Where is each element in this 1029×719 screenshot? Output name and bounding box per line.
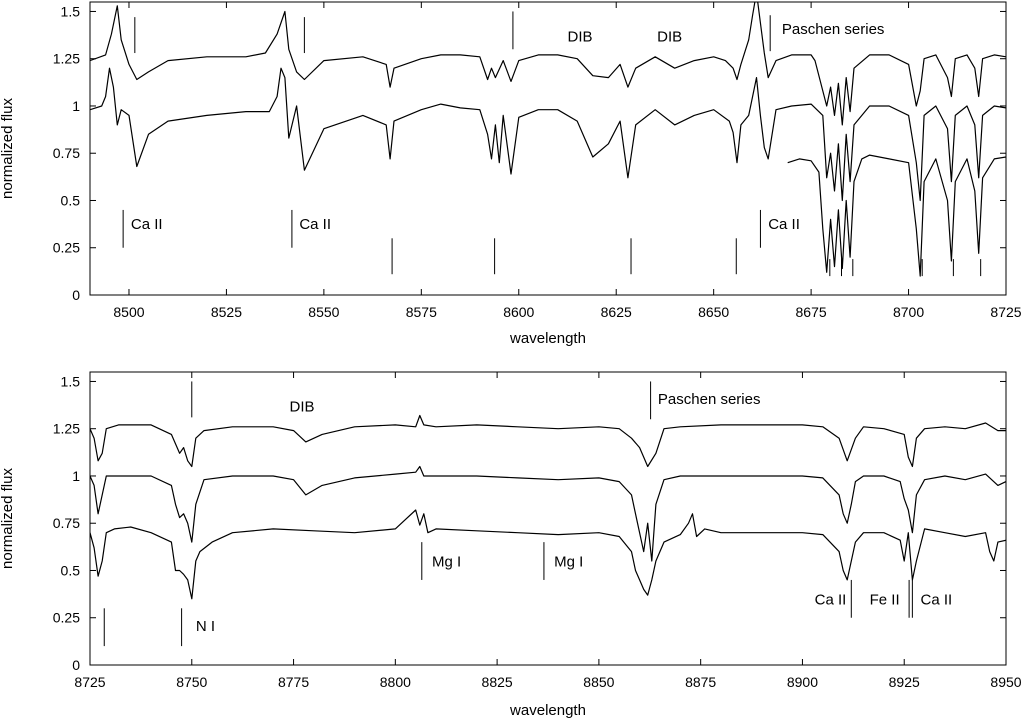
- panel-2-y-axis-label: normalized flux: [0, 468, 16, 569]
- panel-2-y-tick-label: 0.5: [61, 562, 81, 578]
- panel-1-y-axis-label: normalized flux: [0, 98, 16, 199]
- panel-2-spectrum-line-3: [90, 509, 1006, 600]
- panel-1-x-tick-label: 8500: [113, 304, 144, 320]
- panel-2-annotation-label: N I: [196, 618, 215, 635]
- panel-1-x-axis-label: wavelength: [509, 330, 586, 347]
- panel-1-spectrum-line-1: [90, 2, 1006, 126]
- panel-1-spectrum-line-3: [787, 154, 1006, 277]
- panel-1-y-tick-label: 0.25: [53, 240, 80, 256]
- panel-2-x-tick-label: 8775: [278, 674, 309, 690]
- panel-1-annotation-label: Ca II: [131, 216, 163, 233]
- panel-1-y-tick-label: 0.5: [61, 192, 81, 208]
- panel-2-annotation-label: Mg I: [554, 554, 583, 571]
- panel-2-y-tick-label: 1: [72, 468, 80, 484]
- panel-1-y-tick-label: 1.5: [61, 3, 81, 19]
- panel-1-x-tick-label: 8650: [698, 304, 729, 320]
- panel-1-x-tick-label: 8675: [796, 304, 827, 320]
- panel-2-annotation-label: DIB: [289, 399, 314, 416]
- panel-1-y-tick-label: 0: [72, 287, 80, 303]
- panel-2-x-tick-label: 8925: [889, 674, 920, 690]
- panel-2-plot-frame: [89, 371, 1007, 666]
- panel-1-x-tick-label: 8725: [990, 304, 1021, 320]
- panel-1-x-tick-label: 8575: [406, 304, 437, 320]
- panel-1-annotation-label: DIB: [657, 29, 682, 46]
- panel-2-chart: 8725 8750 8775 8800 8825 8850 8875 8900 8925 8950…: [0, 371, 1022, 719]
- panel-2-y-tick-label: 0.75: [53, 515, 80, 531]
- panel-1-spectrum-line-2: [90, 67, 1006, 202]
- panel-1-annotation-label: Ca II: [299, 216, 331, 233]
- panel-2-y-tick-label: 0.25: [53, 610, 80, 626]
- panel-2-annotation-label: Ca II: [921, 592, 953, 609]
- panel-2-x-tick-label: 8875: [685, 674, 716, 690]
- panel-1-y-tick-label: 0.75: [53, 145, 80, 161]
- panel-2-spectrum-line-2: [90, 465, 1006, 562]
- panel-1-annotation-label: Paschen series: [782, 21, 885, 38]
- panel-2-annotation-label: Ca II: [815, 592, 847, 609]
- panel-1-y-tick-label: 1.25: [53, 51, 80, 67]
- panel-2-x-tick-label: 8950: [990, 674, 1021, 690]
- panel-2-annotation-label: Fe II: [870, 592, 900, 609]
- panel-2-annotation-label: Mg I: [432, 554, 461, 571]
- panel-2-x-tick-label: 8800: [380, 674, 411, 690]
- panel-1-annotation-label: DIB: [567, 29, 592, 46]
- panel-2-x-tick-label: 8725: [74, 674, 105, 690]
- panel-1-x-tick-label: 8700: [893, 304, 924, 320]
- panel-2-x-tick-label: 8850: [583, 674, 614, 690]
- panel-1-x-tick-label: 8600: [503, 304, 534, 320]
- panel-2-annotation-label: Paschen series: [658, 391, 761, 408]
- panel-1-chart: 8500 8525 8550 8575 8600 8625 8650 8675 8700 8725…: [0, 1, 1022, 347]
- panel-2-x-axis-label: wavelength: [509, 702, 586, 719]
- panel-2-x-tick-label: 8750: [176, 674, 207, 690]
- panel-1-annotation-label: Ca II: [768, 216, 800, 233]
- panel-1-x-tick-label: 8625: [601, 304, 632, 320]
- panel-2-y-tick-label: 0: [72, 657, 80, 673]
- panel-2-y-tick-label: 1.25: [53, 421, 80, 437]
- panel-2-x-tick-label: 8900: [787, 674, 818, 690]
- panel-1-y-tick-label: 1: [72, 98, 80, 114]
- panel-1-x-tick-label: 8525: [211, 304, 242, 320]
- panel-1-plot-frame: [89, 1, 1007, 296]
- panel-2-x-tick-label: 8825: [482, 674, 513, 690]
- panel-1-x-tick-label: 8550: [308, 304, 339, 320]
- panel-2-spectrum-line-1: [90, 414, 1006, 468]
- panel-2-y-tick-label: 1.5: [61, 373, 81, 389]
